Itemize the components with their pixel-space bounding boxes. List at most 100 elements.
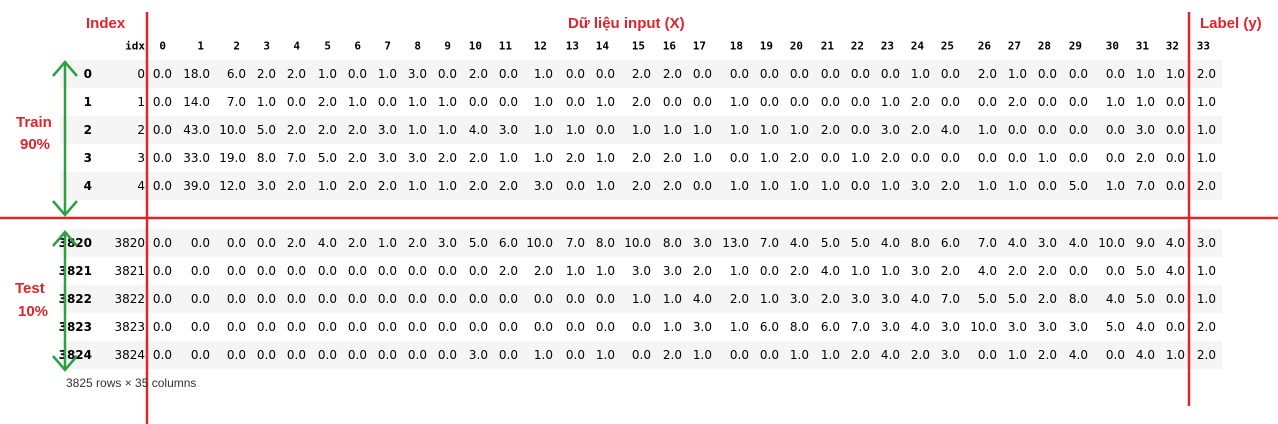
table-cell: 1.0 xyxy=(977,179,997,193)
table-cell: 2.0 xyxy=(377,179,397,193)
table-cell: 1.0 xyxy=(1196,123,1216,137)
table-cell: 5.0 xyxy=(1068,179,1088,193)
table-cell: 4.0 xyxy=(940,123,960,137)
table-cell: 3.0 xyxy=(1135,123,1155,137)
column-header: 7 xyxy=(384,39,391,53)
table-cell: 0.0 xyxy=(190,264,210,278)
table-cell: 1.0 xyxy=(910,67,930,81)
table-cell: 3.0 xyxy=(1196,236,1216,250)
table-cell: 1.0 xyxy=(407,95,427,109)
table-cell: 0.0 xyxy=(977,348,997,362)
table-cell: 0.0 xyxy=(1037,95,1057,109)
table-cell: 3.0 xyxy=(533,179,553,193)
table-cell: 0.0 xyxy=(437,67,457,81)
table-cell: 1.0 xyxy=(595,151,615,165)
table-cell: 0.0 xyxy=(940,95,960,109)
row-index: 4 xyxy=(83,179,92,193)
column-header: 24 xyxy=(910,39,924,53)
table-cell: 0.0 xyxy=(1068,95,1088,109)
table-cell: 3.0 xyxy=(940,348,960,362)
table-cell: 2.0 xyxy=(256,67,276,81)
table-cell: 2.0 xyxy=(910,123,930,137)
table-cell: 3.0 xyxy=(880,320,900,334)
table-cell: 2.0 xyxy=(662,348,682,362)
table-cell: 2.0 xyxy=(347,179,367,193)
table-cell: 5.0 xyxy=(1007,292,1027,306)
table-cell: 3.0 xyxy=(407,151,427,165)
table-cell: 1.0 xyxy=(631,292,651,306)
table-cell: 4.0 xyxy=(692,292,712,306)
table-cell: 0.0 xyxy=(1105,348,1125,362)
table-cell: 1.0 xyxy=(789,123,809,137)
row-index: 3823 xyxy=(58,320,92,334)
table-cell: 7.0 xyxy=(850,320,870,334)
table-cell: 0.0 xyxy=(1068,67,1088,81)
table-cell: 8.0 xyxy=(789,320,809,334)
table-cell: 4.0 xyxy=(1068,348,1088,362)
table-cell: 10.0 xyxy=(526,236,553,250)
table-cell: 1.0 xyxy=(729,123,749,137)
table-cell: 0.0 xyxy=(662,95,682,109)
table-cell: 1.0 xyxy=(759,151,779,165)
table-cell: 0.0 xyxy=(595,123,615,137)
table-cell: 1.0 xyxy=(533,348,553,362)
table-cell: 3.0 xyxy=(498,123,518,137)
table-cell: 2.0 xyxy=(940,179,960,193)
table-cell: 2.0 xyxy=(286,67,306,81)
table-cell: 0.0 xyxy=(286,95,306,109)
column-header: 3 xyxy=(263,39,270,53)
table-cell: 8.0 xyxy=(662,236,682,250)
table-cell: 1.0 xyxy=(662,123,682,137)
column-header: 9 xyxy=(444,39,451,53)
table-cell: 0.0 xyxy=(347,292,367,306)
table-cell: 0.0 xyxy=(498,320,518,334)
table-cell: 0.0 xyxy=(286,348,306,362)
table-footer: 3825 rows × 35 columns xyxy=(66,376,197,390)
table-cell: 0.0 xyxy=(1165,123,1185,137)
table-cell: 1.0 xyxy=(1007,348,1027,362)
table-cell: 1.0 xyxy=(977,123,997,137)
table-cell: 2.0 xyxy=(789,151,809,165)
table-cell: 0.0 xyxy=(850,123,870,137)
index-note: Index xyxy=(86,15,126,32)
table-cell: 2.0 xyxy=(347,123,367,137)
table-cell: 1.0 xyxy=(565,264,585,278)
table-cell: 0.0 xyxy=(286,320,306,334)
table-cell: 1.0 xyxy=(692,123,712,137)
column-header: 2 xyxy=(233,39,240,53)
table-cell: 0.0 xyxy=(1105,264,1125,278)
table-cell: 3.0 xyxy=(789,292,809,306)
table-cell: 0.0 xyxy=(377,348,397,362)
table-cell: 4.0 xyxy=(1135,320,1155,334)
table-cell: 1.0 xyxy=(820,348,840,362)
table-cell: 0.0 xyxy=(190,348,210,362)
table-cell: 2.0 xyxy=(662,179,682,193)
table-cell: 0.0 xyxy=(1165,320,1185,334)
table-cell: 0.0 xyxy=(152,348,172,362)
table-cell: 10.0 xyxy=(1098,236,1125,250)
table-cell: 0.0 xyxy=(152,67,172,81)
table-cell: 0.0 xyxy=(347,348,367,362)
table-cell: 0.0 xyxy=(1068,123,1088,137)
table-cell: 0.0 xyxy=(152,95,172,109)
column-header: 17 xyxy=(692,39,706,53)
table-cell: 2.0 xyxy=(692,264,712,278)
table-cell: 0.0 xyxy=(595,67,615,81)
table-cell: 2.0 xyxy=(1196,348,1216,362)
column-header: 32 xyxy=(1165,39,1179,53)
row-index: 3821 xyxy=(58,264,92,278)
column-header: 20 xyxy=(789,39,803,53)
table-cell: 4.0 xyxy=(910,320,930,334)
table-cell: 13.0 xyxy=(722,236,749,250)
column-header: 12 xyxy=(533,39,547,53)
table-cell: 4.0 xyxy=(1105,292,1125,306)
table-cell: 1.0 xyxy=(692,348,712,362)
table-cell: 0.0 xyxy=(152,151,172,165)
table-cell: 0.0 xyxy=(468,95,488,109)
table-cell: 1.0 xyxy=(595,264,615,278)
table-cell: 2.0 xyxy=(631,151,651,165)
table-cell: 3822 xyxy=(114,292,145,306)
table-cell: 0.0 xyxy=(226,348,246,362)
table-cell: 3820 xyxy=(114,236,145,250)
